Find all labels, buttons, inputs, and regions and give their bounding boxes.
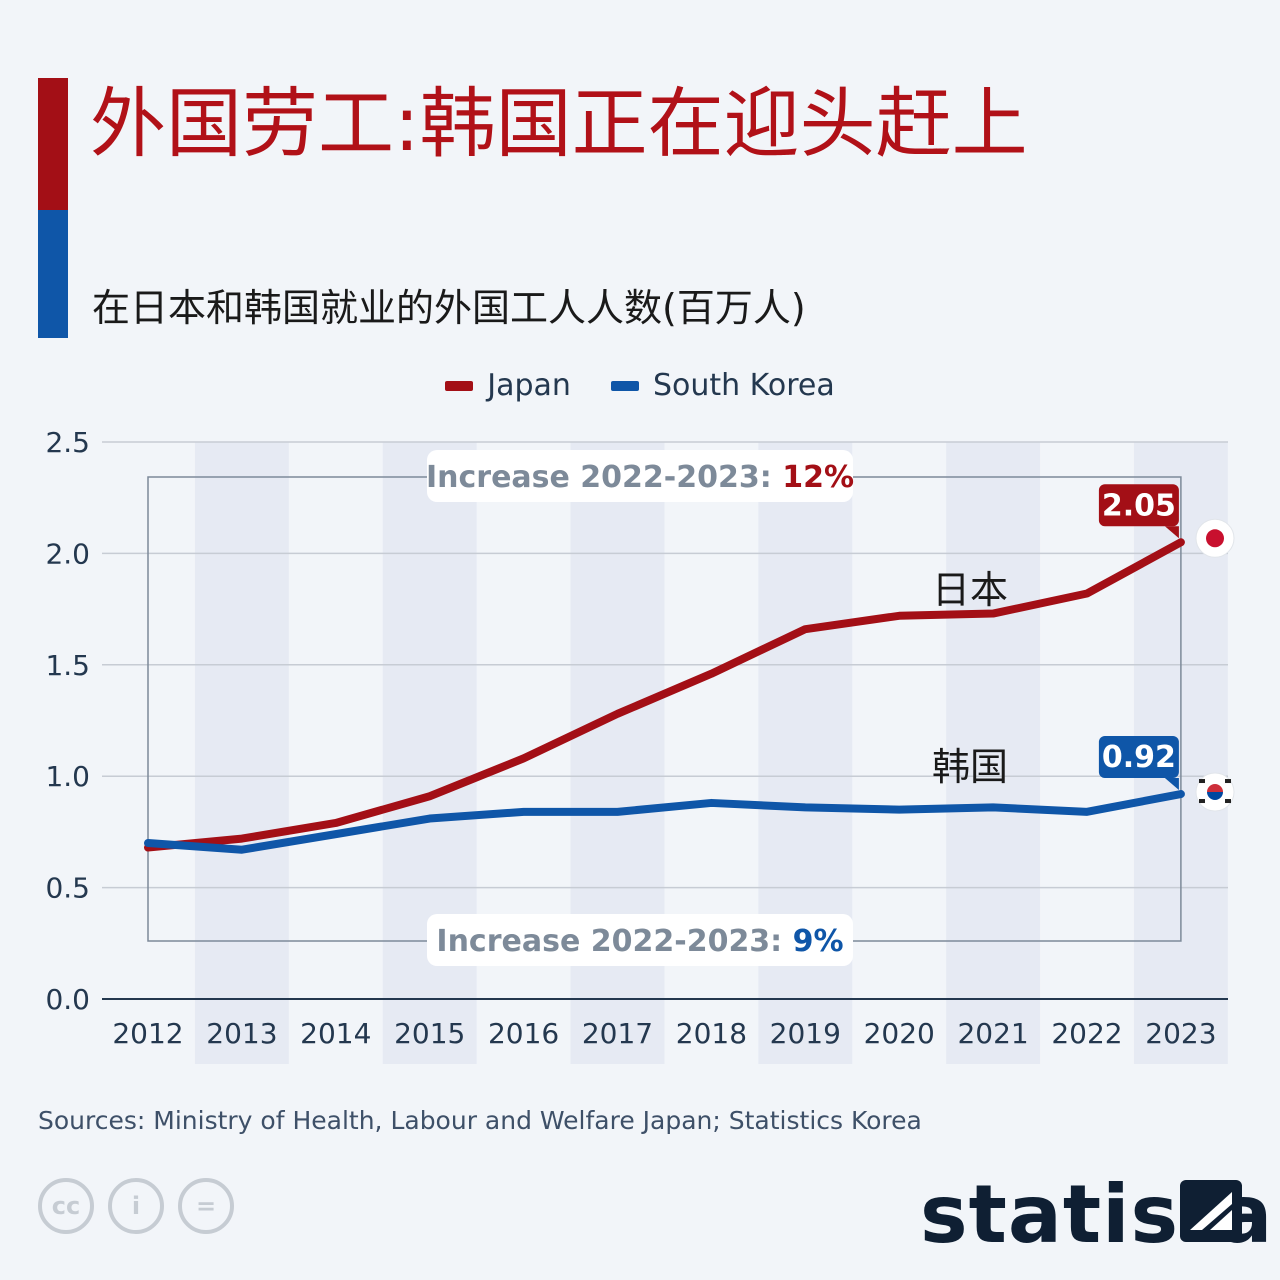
japan-end-value-pointer — [1164, 526, 1179, 539]
column-band — [946, 442, 1041, 1064]
japan-series-label: 日本 — [932, 568, 1008, 612]
south-korea-flag-top — [1207, 784, 1223, 793]
south-korea-flag-trigram — [1199, 799, 1205, 804]
x-tick-label: 2014 — [300, 1017, 371, 1050]
korea-end-value-pointer — [1164, 778, 1179, 791]
korea-end-value-text: 0.92 — [1102, 740, 1176, 775]
x-tick-label: 2015 — [394, 1017, 465, 1050]
legend-label-japan: Japan — [487, 368, 571, 403]
south-korea-line — [144, 790, 1185, 854]
x-tick-label: 2018 — [676, 1017, 747, 1050]
source-note: Sources: Ministry of Health, Labour and … — [38, 1106, 922, 1135]
x-tick-label: 2016 — [488, 1017, 559, 1050]
creative-commons-icon: cc — [38, 1178, 94, 1234]
japan-end-value-text: 2.05 — [1102, 488, 1176, 523]
chart-legend: Japan South Korea — [0, 368, 1280, 403]
y-tick-label: 0.0 — [45, 983, 90, 1016]
chart-subtitle: 在日本和韩国就业的外国工人人数(百万人) — [92, 286, 806, 330]
column-band — [194, 442, 289, 1064]
column-band — [570, 442, 665, 1064]
japan-end-value-box — [1098, 484, 1179, 527]
korea-increase-annotation-box — [427, 914, 853, 966]
japan-line — [144, 538, 1185, 852]
title-accent-red — [38, 78, 68, 210]
x-tick-label: 2022 — [1051, 1017, 1122, 1050]
south-korea-flag-trigram — [1199, 779, 1205, 784]
south-korea-flag-trigram — [1225, 799, 1231, 804]
korea-end-value-box — [1098, 736, 1179, 779]
legend-label-south-korea: South Korea — [652, 368, 835, 403]
south-korea-flag-trigram — [1225, 779, 1231, 784]
no-derivatives-icon: = — [178, 1178, 234, 1234]
statista-logo-icon — [1180, 1180, 1242, 1242]
license-icons: cc i = — [38, 1178, 234, 1234]
korea-increase-annotation-text: Increase 2022-2023: 9% — [436, 924, 843, 959]
y-tick-label: 1.0 — [45, 760, 90, 793]
x-tick-label: 2019 — [770, 1017, 841, 1050]
x-tick-label: 2021 — [957, 1017, 1028, 1050]
japan-flag-dot — [1206, 529, 1224, 548]
y-tick-label: 2.0 — [45, 537, 90, 570]
legend-swatch-south-korea — [610, 380, 639, 391]
legend-item-south-korea: South Korea — [610, 368, 835, 403]
korea-series-label: 韩国 — [932, 745, 1008, 789]
attribution-icon: i — [108, 1178, 164, 1234]
column-band — [758, 442, 853, 1064]
legend-item-japan: Japan — [445, 368, 571, 403]
south-korea-flag-bottom — [1207, 792, 1223, 801]
chart-title: 外国劳工:韩国正在迎头赶上 — [90, 79, 1028, 168]
japan-increase-annotation-box — [427, 450, 853, 502]
y-tick-label: 0.5 — [45, 872, 90, 905]
y-tick-label: 2.5 — [45, 426, 90, 459]
x-tick-label: 2017 — [582, 1017, 653, 1050]
japan-increase-annotation-text: Increase 2022-2023: 12% — [426, 460, 854, 495]
x-tick-label: 2023 — [1145, 1017, 1216, 1050]
x-tick-label: 2012 — [112, 1017, 183, 1050]
x-tick-label: 2020 — [864, 1017, 935, 1050]
legend-swatch-japan — [445, 380, 474, 391]
y-tick-label: 1.5 — [45, 649, 90, 682]
title-accent-blue — [38, 210, 68, 338]
x-tick-label: 2013 — [206, 1017, 277, 1050]
column-band — [382, 442, 477, 1064]
